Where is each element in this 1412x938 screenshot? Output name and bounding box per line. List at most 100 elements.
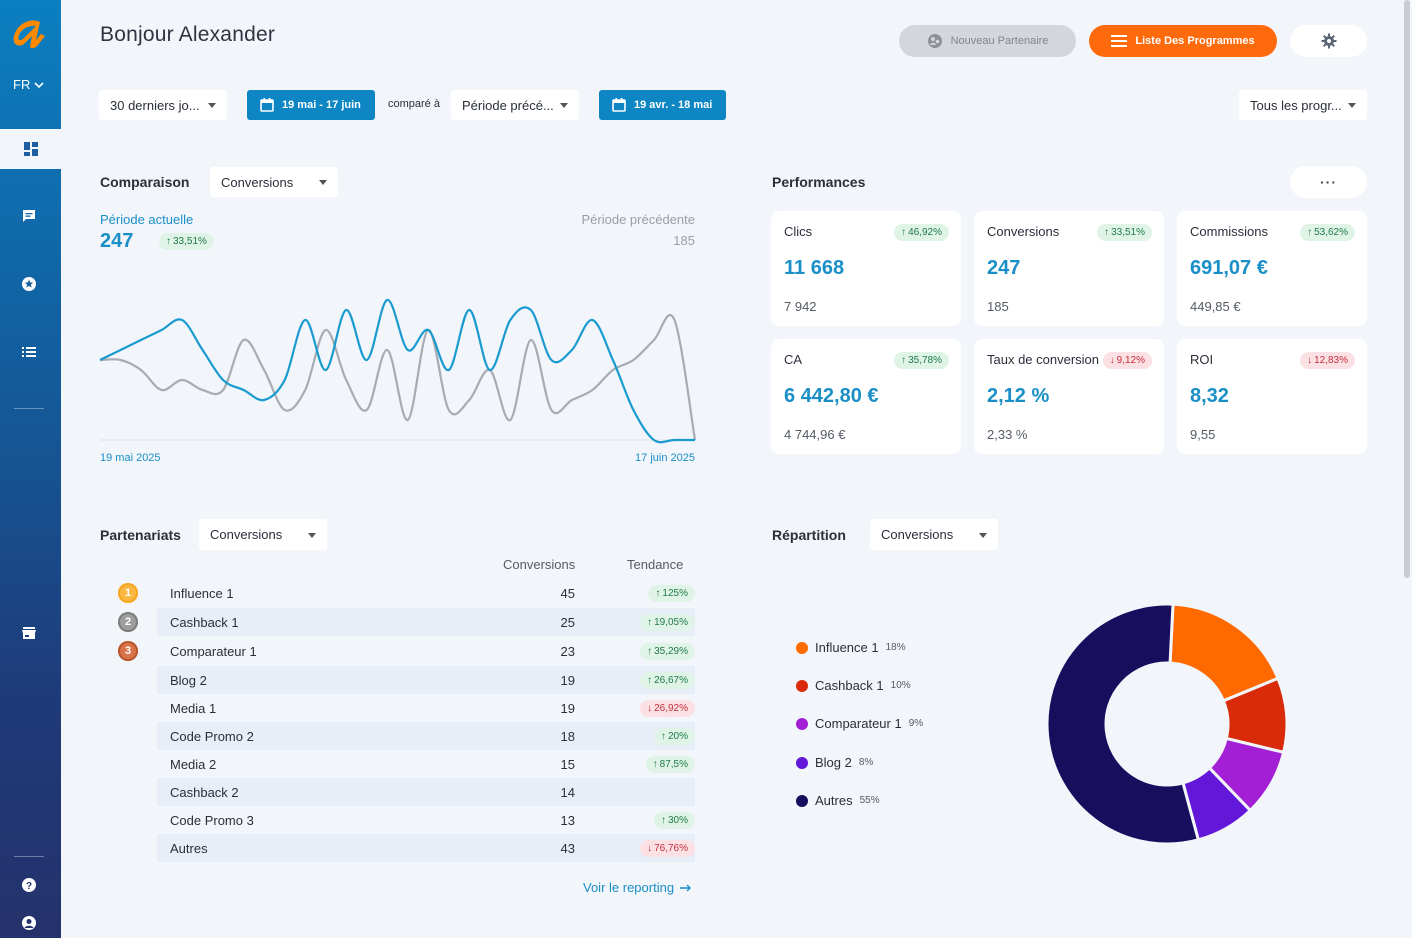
- star-icon: [22, 277, 36, 291]
- kpi-title: CA: [784, 352, 803, 367]
- repartition-metric-select[interactable]: Conversions: [870, 519, 998, 550]
- reporting-link[interactable]: Voir le reporting: [583, 880, 692, 895]
- legend-item[interactable]: Blog 2 8%: [796, 755, 873, 770]
- greeting-title: Bonjour Alexander: [100, 23, 276, 46]
- arrow-right-icon: [680, 884, 692, 891]
- legend-label: Autres: [815, 793, 853, 808]
- kpi-card[interactable]: CA ↑ 35,78% 6 442,80 € 4 744,96 €: [771, 339, 961, 454]
- kpi-card[interactable]: Clics ↑ 46,92% 11 668 7 942: [771, 211, 961, 326]
- kpi-trend-value: 46,92%: [908, 227, 942, 238]
- donut-slice[interactable]: [1046, 603, 1201, 845]
- kpi-value: 2,12 %: [987, 385, 1050, 407]
- app-logo[interactable]: [10, 16, 48, 52]
- settings-button[interactable]: [1290, 25, 1367, 57]
- sidebar-item-messages[interactable]: [19, 206, 39, 226]
- compare-period-value: Période précé...: [462, 97, 554, 113]
- comparison-metric-value: Conversions: [221, 174, 294, 190]
- chat-icon: [23, 210, 35, 222]
- kpi-previous-value: 449,85 €: [1190, 299, 1241, 314]
- kpi-title: Conversions: [987, 224, 1060, 239]
- partner-name: Media 2: [170, 757, 217, 772]
- menu-icon: [1111, 35, 1128, 47]
- sidebar-item-store[interactable]: [19, 623, 39, 643]
- arrow-up-icon: ↑: [647, 675, 653, 686]
- table-row[interactable]: Cashback 1 25 ↑ 19,05%: [157, 608, 695, 636]
- previous-period-line: [99, 314, 697, 441]
- help-icon: ?: [22, 878, 36, 892]
- partnerships-metric-select[interactable]: Conversions: [199, 519, 327, 550]
- legend-item[interactable]: Cashback 1 10%: [796, 678, 911, 693]
- kpi-value: 11 668: [784, 257, 845, 279]
- sidebar-item-favorites[interactable]: [19, 274, 39, 294]
- previous-range-button[interactable]: 19 avr. - 18 mai: [599, 90, 726, 120]
- trend-badge: ↑ 125%: [648, 584, 695, 602]
- partner-icon: [927, 34, 942, 48]
- table-row[interactable]: Media 1 19 ↓ 26,92%: [157, 694, 695, 722]
- more-options-button[interactable]: ···: [1290, 166, 1367, 198]
- list-icon: [22, 347, 36, 357]
- sidebar-item-list[interactable]: [19, 342, 39, 362]
- trend-value: 20%: [667, 731, 688, 742]
- dashboard-icon: [23, 142, 38, 156]
- kpi-card[interactable]: ROI ↓ 12,83% 8,32 9,55: [1177, 339, 1367, 454]
- programs-list-button[interactable]: Liste Des Programmes: [1089, 25, 1277, 57]
- table-row[interactable]: Code Promo 3 13 ↑ 30%: [157, 806, 695, 834]
- kpi-previous-value: 9,55: [1190, 427, 1216, 442]
- arrow-up-icon: ↑: [166, 236, 171, 247]
- table-row[interactable]: Blog 2 19 ↑ 26,67%: [157, 666, 695, 694]
- kpi-card[interactable]: Conversions ↑ 33,51% 247 185: [974, 211, 1164, 326]
- trend-value: 30%: [667, 815, 688, 826]
- kpi-title: ROI: [1190, 352, 1214, 367]
- table-row[interactable]: Autres 43 ↓ 76,76%: [157, 834, 695, 862]
- page-scrollbar[interactable]: [1404, 0, 1410, 578]
- repartition-donut-chart: [1046, 603, 1288, 845]
- legend-percent: 10%: [890, 680, 911, 691]
- trend-badge: ↑ 87,5%: [645, 755, 695, 773]
- sidebar: FR ?: [0, 0, 61, 938]
- arrow-up-icon: ↑: [1307, 227, 1313, 238]
- period-select-value: 30 derniers jo...: [110, 97, 200, 113]
- trend-badge: ↓ 26,92%: [640, 699, 695, 717]
- table-row[interactable]: Influence 1 45 ↑ 125%: [157, 579, 695, 607]
- table-row[interactable]: Media 2 15 ↑ 87,5%: [157, 750, 695, 778]
- previous-period-label: Période précédente: [581, 212, 695, 227]
- table-row[interactable]: Comparateur 1 23 ↑ 35,29%: [157, 637, 695, 665]
- programs-select[interactable]: Tous les progr...: [1239, 90, 1367, 120]
- current-range-button[interactable]: 19 mai - 17 juin: [247, 90, 375, 120]
- previous-period-value: 185: [673, 233, 695, 248]
- sidebar-item-dashboard[interactable]: [0, 129, 61, 169]
- kpi-title: Clics: [784, 224, 813, 239]
- compare-label: comparé à: [388, 98, 440, 110]
- rank-medal-icon: 3: [118, 641, 138, 661]
- kpi-card[interactable]: Taux de conversion ↓ 9,12% 2,12 % 2,33 %: [974, 339, 1164, 454]
- kpi-trend-badge: ↓ 12,83%: [1300, 350, 1355, 369]
- kpi-trend-badge: ↑ 46,92%: [894, 222, 949, 241]
- new-partner-label: Nouveau Partenaire: [950, 35, 1049, 47]
- language-selector[interactable]: FR: [13, 77, 44, 92]
- partner-name: Blog 2: [170, 673, 207, 688]
- kpi-card[interactable]: Commissions ↑ 53,62% 691,07 € 449,85 €: [1177, 211, 1367, 326]
- partner-name: Media 1: [170, 701, 217, 716]
- partner-name: Cashback 1: [170, 615, 239, 630]
- compare-period-select[interactable]: Période précé...: [451, 90, 579, 120]
- programs-list-label: Liste Des Programmes: [1135, 35, 1255, 47]
- legend-item[interactable]: Influence 1 18%: [796, 640, 906, 655]
- arrow-down-icon: ↓: [647, 703, 653, 714]
- new-partner-button[interactable]: Nouveau Partenaire: [899, 25, 1076, 57]
- current-period-line: [99, 298, 695, 444]
- legend-color-dot: [796, 641, 808, 654]
- table-row[interactable]: Cashback 2 14: [157, 778, 695, 806]
- comparison-metric-select[interactable]: Conversions: [210, 167, 338, 197]
- period-select[interactable]: 30 derniers jo...: [99, 90, 227, 120]
- table-row[interactable]: Code Promo 2 18 ↑ 20%: [157, 722, 695, 750]
- trend-badge: ↑ 19,05%: [640, 613, 695, 631]
- kpi-previous-value: 7 942: [784, 299, 817, 314]
- sidebar-item-profile[interactable]: [19, 913, 39, 933]
- current-trend-badge: ↑ 33,51%: [159, 231, 214, 250]
- arrow-up-icon: ↑: [1104, 227, 1110, 238]
- legend-item[interactable]: Comparateur 1 9%: [796, 716, 923, 731]
- partner-conversions: 23: [560, 644, 575, 659]
- performances-title: Performances: [772, 174, 866, 190]
- legend-item[interactable]: Autres 55%: [796, 793, 880, 808]
- sidebar-item-help[interactable]: ?: [19, 875, 39, 895]
